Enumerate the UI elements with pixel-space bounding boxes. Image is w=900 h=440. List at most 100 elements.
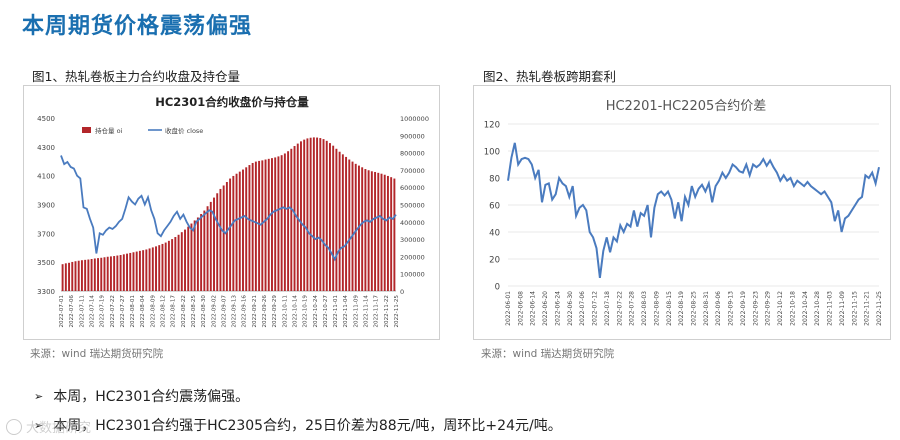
bar-oi (370, 171, 373, 291)
arrow-bullet-icon: ➢ (34, 389, 44, 403)
bar-oi (177, 234, 180, 292)
y-tick-label: 80 (489, 175, 500, 185)
bar-oi (319, 138, 322, 291)
y-right-tick-label: 900000 (400, 132, 425, 140)
bar-oi (251, 162, 254, 291)
x-tick-label: 2022-06-08 (517, 291, 524, 326)
x-tick-label: 2022-07-18 (604, 291, 611, 326)
y-right-tick-label: 700000 (400, 167, 425, 175)
x-tick-label: 2022-08-15 (666, 291, 673, 326)
figure2-chart: HC2201-HC2205合约价差 0 20 40 60 80 100 120 2022-06-… (484, 99, 883, 326)
x-tick-label: 2022-10-12 (777, 291, 784, 326)
y-left-tick-label: 4500 (37, 115, 55, 123)
bar-oi (71, 261, 74, 291)
x-tick-label: 2022-08-03 (641, 291, 648, 326)
bar-oi (113, 256, 116, 291)
bar-oi (280, 155, 283, 291)
figure1-source: 来源：wind 瑞达期货研究院 (30, 348, 164, 360)
y-tick-label: 20 (489, 256, 500, 266)
y-tick-label: 40 (489, 229, 500, 239)
x-tick-label: 2022-06-14 (530, 291, 537, 326)
bar-oi (216, 193, 219, 291)
bar-oi (90, 259, 93, 292)
y-right-tick-label: 0 (400, 288, 404, 296)
bar-oi (293, 146, 296, 291)
x-tick-label: 2022-08-22 (181, 295, 187, 328)
bar-oi (235, 173, 238, 291)
y-right-tick-label: 200000 (400, 253, 425, 261)
bullet-item-2: ➢ 本周，HC2301合约强于HC2305合约，25日价差为88元/吨，周环比+… (34, 415, 562, 435)
figure2-source: 来源：wind 瑞达期货研究院 (481, 348, 615, 360)
bar-oi (367, 170, 370, 291)
bar-oi (380, 173, 383, 291)
x-tick-label: 2022-09-13 (232, 295, 238, 328)
x-tick-label: 2022-09-16 (242, 295, 248, 328)
bar-oi (151, 247, 154, 291)
bar-oi (64, 263, 67, 291)
x-tick-label: 2022-09-26 (262, 295, 268, 328)
bar-oi (213, 197, 215, 291)
bar-oi (254, 161, 257, 291)
bar-oi (303, 139, 306, 292)
bar-oi (348, 159, 351, 291)
x-tick-label: 2022-09-23 (752, 291, 759, 326)
x-tick-label: 2022-10-14 (293, 295, 299, 328)
x-tick-label: 2022-10-24 (313, 295, 319, 328)
x-tick-label: 2022-08-17 (171, 295, 177, 328)
bar-oi (80, 260, 83, 291)
y-tick-label: 100 (484, 148, 500, 158)
bar-oi (232, 175, 235, 291)
x-tick-label: 2022-11-14 (364, 295, 370, 328)
bar-oi (341, 154, 344, 291)
bar-oi (300, 141, 302, 291)
x-tick-label: 2022-07-06 (69, 295, 75, 328)
bar-oi (361, 167, 364, 291)
bar-oi (238, 171, 241, 291)
x-tick-label: 2022-07-27 (120, 295, 126, 328)
x-tick-label: 2022-10-24 (802, 291, 809, 326)
bar-oi (338, 151, 341, 291)
series-line-spread (507, 142, 880, 279)
bar-oi (332, 145, 335, 291)
bar-oi (87, 259, 90, 291)
x-tick-label: 2022-10-28 (814, 291, 821, 326)
legend-label-oi: 持仓量 oi (95, 126, 123, 135)
x-tick-label: 2022-06-20 (542, 291, 549, 326)
bar-oi (132, 252, 135, 291)
figure2-frame: HC2201-HC2205合约价差 0 20 40 60 80 100 120 2022-06-… (473, 85, 891, 340)
bullet-text-1: 本周，HC2301合约震荡偏强。 (53, 389, 250, 405)
bar-oi (364, 169, 367, 291)
y-tick-label: 60 (489, 202, 500, 212)
y-right-tick-label: 800000 (400, 150, 425, 158)
figure1-frame: HC2301合约收盘价与持仓量 持仓量 oi 收盘价 close 3300 3500 37… (23, 85, 440, 340)
bar-oi (306, 138, 309, 291)
y-left-tick-label: 3500 (37, 259, 55, 267)
x-tick-label: 2022-11-04 (343, 295, 349, 328)
x-tick-label: 2022-09-29 (765, 291, 772, 326)
x-tick-label: 2022-07-06 (579, 291, 586, 326)
bar-oi (97, 258, 100, 291)
bar-oi (335, 148, 338, 291)
y-left-tick-label: 4100 (37, 173, 55, 181)
bar-oi (264, 159, 267, 291)
bar-oi (261, 160, 264, 291)
bar-oi (193, 220, 196, 291)
bar-oi (116, 255, 119, 291)
bar-oi (206, 206, 209, 291)
bar-oi (68, 262, 71, 291)
x-tick-label: 2022-09-02 (211, 295, 217, 328)
y-tick-label: 120 (484, 121, 500, 131)
chart2-title: HC2201-HC2205合约价差 (606, 99, 767, 114)
arrow-bullet-icon: ➢ (34, 418, 44, 432)
page-title: 本周期货价格震荡偏强 (22, 14, 253, 39)
series-line-close (60, 155, 397, 262)
watermark: 大数据研究 (6, 417, 91, 436)
bar-oi (171, 239, 174, 291)
bar-oi (135, 251, 138, 291)
x-tick-label: 2022-06-01 (505, 291, 512, 326)
chart1-title: HC2301合约收盘价与持仓量 (155, 95, 309, 109)
x-tick-label: 2022-10-11 (282, 295, 288, 328)
x-tick-label: 2022-09-19 (740, 291, 747, 326)
y-left-tick-label: 3700 (37, 230, 55, 238)
